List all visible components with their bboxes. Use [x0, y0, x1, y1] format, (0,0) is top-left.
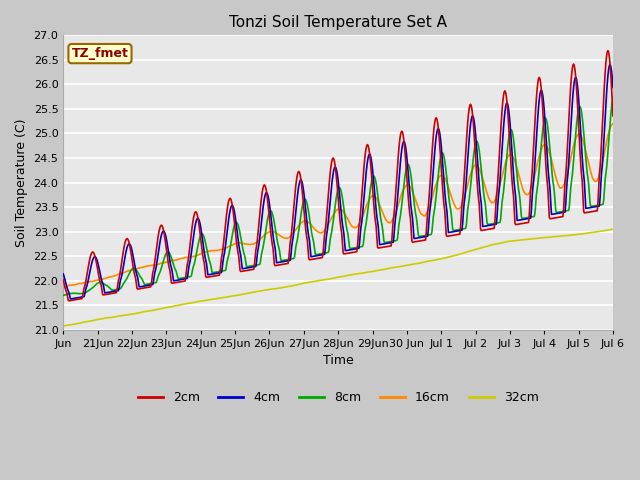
- 16cm: [134, 265, 142, 271]
- 4cm: [67, 296, 74, 302]
- 2cm: [65, 298, 73, 304]
- 4cm: [606, 61, 614, 67]
- 16cm: [507, 152, 515, 157]
- X-axis label: Time: Time: [323, 354, 353, 367]
- 8cm: [134, 271, 142, 276]
- 32cm: [180, 301, 188, 307]
- Legend: 2cm, 4cm, 8cm, 16cm, 32cm: 2cm, 4cm, 8cm, 16cm, 32cm: [132, 386, 543, 409]
- 8cm: [60, 292, 67, 298]
- 2cm: [455, 231, 463, 237]
- 8cm: [180, 275, 188, 280]
- 16cm: [68, 282, 76, 288]
- Line: 8cm: 8cm: [63, 97, 613, 295]
- 4cm: [181, 276, 189, 282]
- 16cm: [180, 255, 188, 261]
- 32cm: [524, 237, 531, 242]
- 2cm: [68, 297, 76, 303]
- Title: Tonzi Soil Temperature Set A: Tonzi Soil Temperature Set A: [229, 15, 447, 30]
- 8cm: [68, 290, 76, 296]
- 2cm: [135, 286, 143, 292]
- 32cm: [68, 322, 76, 327]
- Line: 4cm: 4cm: [63, 64, 613, 299]
- 2cm: [181, 278, 189, 284]
- 32cm: [454, 252, 462, 257]
- 32cm: [507, 238, 515, 244]
- 2cm: [60, 277, 67, 283]
- 4cm: [609, 84, 617, 90]
- 2cm: [604, 48, 612, 53]
- Line: 2cm: 2cm: [63, 50, 613, 301]
- 2cm: [609, 113, 617, 119]
- 4cm: [455, 228, 463, 234]
- 16cm: [60, 285, 67, 290]
- Y-axis label: Soil Temperature (C): Soil Temperature (C): [15, 118, 28, 247]
- 2cm: [508, 168, 515, 174]
- 4cm: [524, 216, 532, 221]
- 4cm: [60, 271, 67, 277]
- Text: TZ_fmet: TZ_fmet: [72, 47, 129, 60]
- 4cm: [508, 139, 515, 145]
- 32cm: [609, 226, 617, 232]
- 32cm: [134, 310, 142, 316]
- 8cm: [524, 215, 531, 220]
- Line: 16cm: 16cm: [63, 124, 613, 288]
- 16cm: [454, 206, 462, 212]
- 16cm: [609, 121, 617, 127]
- 16cm: [524, 192, 531, 198]
- 8cm: [454, 227, 462, 233]
- 32cm: [60, 323, 67, 329]
- 8cm: [609, 95, 617, 100]
- 8cm: [507, 127, 515, 133]
- 4cm: [68, 296, 76, 301]
- Line: 32cm: 32cm: [63, 229, 613, 326]
- 2cm: [524, 220, 532, 226]
- 4cm: [135, 284, 143, 290]
